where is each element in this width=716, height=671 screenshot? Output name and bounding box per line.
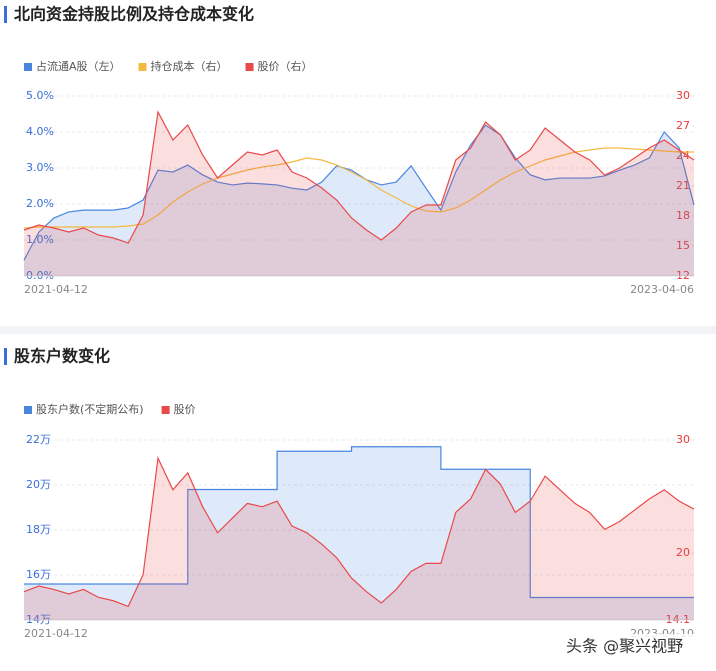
line — [24, 446, 694, 599]
line — [23, 124, 695, 261]
y-tick-label: 16万 — [26, 568, 51, 581]
y-tick-label: 3.0% — [26, 161, 54, 174]
y2-tick-label: 30 — [676, 89, 690, 102]
legend-swatch — [245, 63, 254, 71]
legend-label: 持仓成本（右） — [151, 59, 228, 73]
y-tick-label: 4.0% — [26, 125, 54, 138]
watermark-bg — [560, 634, 710, 660]
watermark: 头条 @聚兴视野 — [566, 637, 683, 656]
x-tick-label: 2023-04-06 — [630, 283, 694, 296]
legend-label: 股东户数(不定期公布) — [36, 402, 144, 416]
y-tick-label: 22万 — [26, 433, 51, 446]
legend-label: 股价（右） — [258, 59, 313, 73]
y-tick-label: 5.0% — [26, 89, 54, 102]
chart-title: 股东户数变化 — [14, 347, 110, 366]
y2-tick-label: 15 — [676, 239, 690, 252]
legend-swatch — [24, 63, 32, 71]
y2-tick-label: 27 — [676, 119, 690, 132]
line — [23, 455, 695, 608]
legend-swatch — [24, 406, 32, 414]
legend-label: 占流通A股（左） — [36, 59, 121, 73]
separator — [0, 326, 716, 334]
y2-tick-label: 21 — [676, 179, 690, 192]
x-tick-label: 2021-04-12 — [24, 283, 88, 296]
chart-title: 北向资金持股比例及持仓成本变化 — [14, 5, 254, 24]
y2-tick-label: 30 — [676, 433, 690, 446]
x-tick-label: 2021-04-12 — [24, 627, 88, 640]
legend-swatch — [138, 63, 147, 71]
line — [23, 110, 695, 244]
title-bar — [4, 6, 7, 23]
y2-tick-label: 20 — [676, 546, 690, 559]
legend-label: 股价 — [174, 403, 196, 416]
legend-swatch — [161, 406, 170, 414]
y-tick-label: 2.0% — [26, 197, 54, 210]
area — [24, 125, 694, 276]
y-tick-label: 20万 — [26, 478, 51, 491]
y2-tick-label: 18 — [676, 209, 690, 222]
y-tick-label: 18万 — [26, 523, 51, 536]
title-bar — [4, 348, 7, 365]
line — [23, 147, 694, 229]
area — [24, 458, 694, 620]
